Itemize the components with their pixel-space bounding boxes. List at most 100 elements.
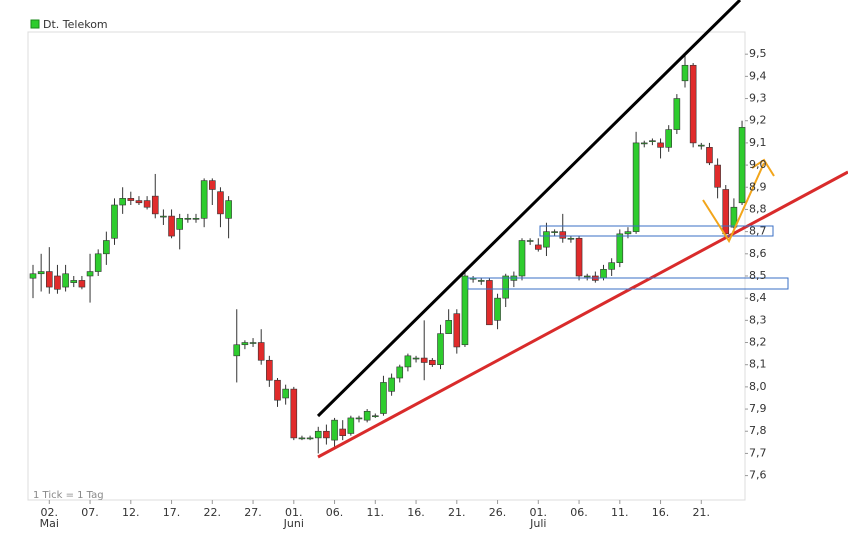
- candle-body: [616, 233, 624, 263]
- candle-body: [323, 430, 330, 439]
- candle-body: [600, 269, 607, 279]
- x-tick-label: 06.: [570, 506, 588, 519]
- candle-body: [111, 204, 118, 239]
- candle-body: [274, 379, 281, 401]
- candle-body: [559, 231, 567, 239]
- candle-body: [290, 388, 298, 439]
- candle-body: [649, 140, 656, 142]
- y-tick-label: 8,6: [749, 247, 767, 260]
- y-tick-label: 8,3: [749, 313, 767, 326]
- candle-body: [266, 359, 273, 381]
- candle-body: [494, 297, 501, 321]
- candle-body: [453, 313, 461, 348]
- candle-body: [282, 388, 289, 399]
- candle-body: [54, 275, 61, 290]
- candle-body: [738, 127, 746, 204]
- candle-body: [575, 237, 583, 277]
- note: 1 Tick = 1 Tag: [33, 490, 104, 501]
- candle-body: [380, 382, 387, 414]
- y-tick-label: 8,8: [749, 202, 767, 215]
- x-tick-label: 16.: [652, 506, 670, 519]
- y-tick-label: 9,4: [749, 69, 767, 82]
- y-tick-label: 8,0: [749, 380, 767, 393]
- candle-body: [176, 218, 183, 230]
- candle-body: [298, 437, 306, 440]
- x-tick-label: 12.: [122, 506, 140, 519]
- resistance-line: [316, 0, 742, 418]
- candle-body: [722, 189, 730, 235]
- candle-body: [331, 419, 338, 441]
- candle-body: [551, 231, 558, 233]
- candle-body: [217, 191, 224, 215]
- candle-body: [445, 320, 452, 334]
- candle-body: [567, 237, 575, 240]
- candle-body: [534, 244, 542, 250]
- candle-body: [94, 253, 102, 272]
- candle-body: [706, 147, 713, 164]
- candle-body: [306, 437, 314, 440]
- annotation-arrowhead: [751, 158, 775, 177]
- candle-body: [78, 280, 86, 288]
- candle-body: [192, 218, 200, 220]
- y-tick-label: 7,9: [749, 402, 767, 415]
- candle-body: [127, 198, 135, 201]
- x-tick-label: 07.: [81, 506, 99, 519]
- candle-body: [160, 215, 167, 218]
- candle-body: [730, 206, 738, 228]
- candle-body: [241, 342, 249, 346]
- candle-body: [29, 273, 37, 279]
- candle-body: [209, 180, 216, 190]
- y-tick-label: 8,1: [749, 358, 767, 371]
- candle-body: [355, 417, 363, 420]
- candle-body: [168, 215, 175, 237]
- candle-body: [697, 144, 705, 147]
- annotation-arrow: [702, 162, 765, 244]
- y-tick-label: 8,9: [749, 180, 767, 193]
- candle-body: [339, 428, 347, 436]
- x-tick-label: 11.: [367, 506, 385, 519]
- y-tick-label: 9,3: [749, 92, 767, 105]
- candle-body: [640, 142, 648, 145]
- x-tick-label: 21.: [448, 506, 466, 519]
- y-tick-label: 9,5: [749, 47, 767, 60]
- zone-box: [539, 225, 774, 237]
- candle-body: [429, 359, 436, 366]
- x-tick-label: 01.: [285, 506, 303, 519]
- x-tick-label: 11.: [611, 506, 629, 519]
- candle-body: [103, 240, 110, 255]
- candle-body: [143, 200, 151, 208]
- candles: [29, 54, 746, 454]
- y-tick-label: 8,4: [749, 291, 767, 304]
- x-tick-label: 02.: [41, 506, 59, 519]
- candle-body: [665, 129, 673, 148]
- candle-body: [543, 231, 550, 248]
- candle-body: [714, 164, 721, 188]
- x-tick-label: 16.: [407, 506, 425, 519]
- candle-body: [632, 142, 640, 232]
- candle-body: [62, 273, 69, 288]
- candle-body: [200, 180, 208, 219]
- candle-body: [461, 275, 469, 346]
- candle-body: [681, 64, 689, 82]
- candle-body: [371, 415, 379, 418]
- candle-body: [502, 275, 510, 299]
- candle-body: [151, 195, 159, 215]
- candle-body: [45, 271, 53, 288]
- candle-body: [119, 198, 126, 206]
- legend-label: Dt. Telekom: [43, 18, 108, 31]
- candle-body: [477, 280, 485, 282]
- candle-body: [624, 231, 632, 235]
- candle-body: [420, 357, 428, 363]
- x-tick-label: 06.: [326, 506, 344, 519]
- y-tick-label: 8,7: [749, 225, 767, 238]
- x-tick-label: 22.: [204, 506, 222, 519]
- x-tick-label: 27.: [244, 506, 262, 519]
- y-tick-label: 7,6: [749, 469, 767, 482]
- y-tick-label: 7,7: [749, 446, 767, 459]
- candle-body: [347, 417, 355, 434]
- candle-body: [673, 98, 681, 130]
- month-label: Mai: [40, 517, 59, 530]
- candle-body: [184, 218, 192, 220]
- month-label: Juli: [529, 517, 546, 530]
